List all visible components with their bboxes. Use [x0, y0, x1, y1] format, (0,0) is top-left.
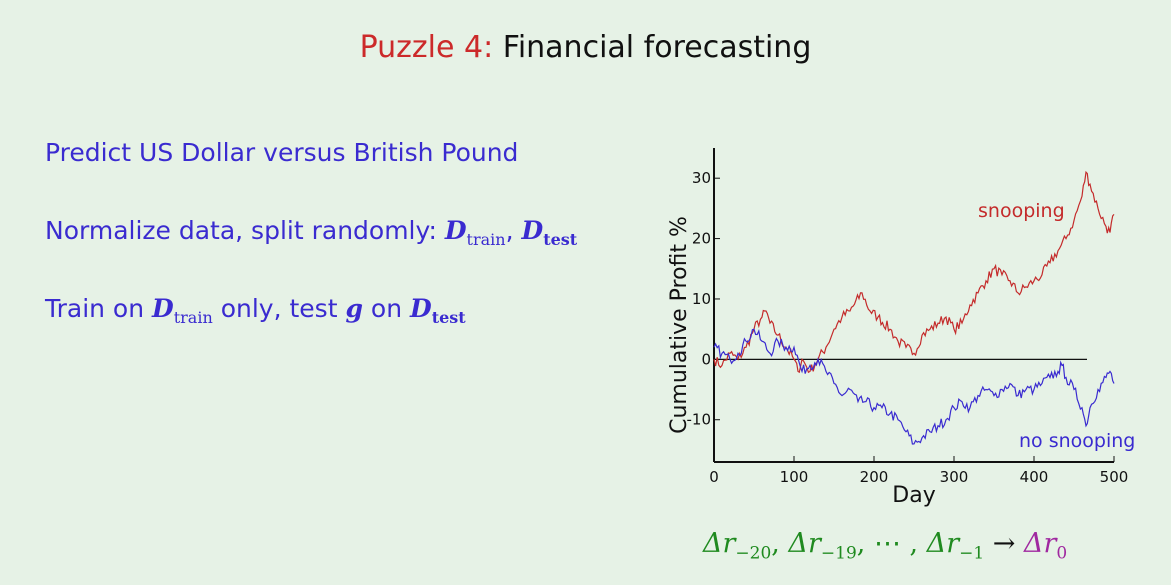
x-tick-label: 200 [860, 468, 889, 486]
slide-title: Puzzle 4: Financial forecasting [0, 30, 1171, 65]
d-symbol: D [410, 294, 432, 323]
x-tick-label: 0 [709, 468, 719, 486]
formula-term: Δr−20 [703, 528, 771, 563]
formula: Δr−20, Δr−19, ⋯ , Δr−1 → Δr0 [703, 528, 1067, 563]
plot-area: 0 100 200 300 400 500 -10 0 10 20 30 Day Cumulative … [667, 148, 1135, 508]
series-label-no-snooping: no snooping [1019, 430, 1135, 452]
delta-r: Δr [788, 528, 821, 559]
comma: , [505, 216, 514, 245]
bullet-predict: Predict US Dollar versus British Pound [45, 138, 519, 167]
subscript-19: −19 [820, 543, 857, 564]
bullet-train: Train on Dtrain only, test g on Dtest [45, 294, 466, 327]
formula-comma: , [771, 528, 780, 559]
delta-r: Δr [1024, 528, 1057, 559]
series-line-no-snooping [713, 328, 1115, 445]
sub-test: test [543, 230, 578, 249]
only-test-text: only, test [220, 294, 338, 323]
formula-term: Δr−19 [788, 528, 856, 563]
x-tick-label: 300 [940, 468, 969, 486]
y-tick-label: 30 [692, 169, 711, 187]
subscript-20: −20 [735, 543, 772, 564]
sub-test: test [431, 308, 466, 327]
bullet-normalize: Normalize data, split randomly: Dtrain, … [45, 216, 577, 249]
formula-dots: , ⋯ , [856, 528, 919, 559]
x-axis-label: Day [892, 483, 935, 508]
d-symbol: D [444, 216, 467, 245]
title-lead: Puzzle 4: [359, 30, 494, 65]
y-tick-label: 0 [701, 350, 711, 368]
x-tick-label: 100 [780, 468, 809, 486]
series-label-snooping: snooping [978, 200, 1065, 222]
profit-chart: 0 100 200 300 400 500 -10 0 10 20 30 Day Cumulative … [667, 148, 1135, 508]
formula-target: Δr0 [1024, 528, 1067, 563]
subscript-0: 0 [1056, 543, 1068, 564]
d-symbol: D [152, 294, 174, 323]
train-on-text: Train on [45, 294, 145, 323]
title-text: Financial forecasting [502, 30, 812, 65]
x-tick-label: 400 [1020, 468, 1049, 486]
normalize-text: Normalize data, split randomly: [45, 216, 437, 245]
y-tick-label: -10 [687, 411, 712, 429]
y-tick-label: 20 [692, 230, 711, 248]
sub-train: train [173, 308, 213, 327]
series-line-snooping [713, 170, 1115, 374]
arrow-icon: → [992, 528, 1016, 559]
g-symbol: g [345, 294, 363, 323]
d-symbol: D [521, 216, 544, 245]
x-tick-label: 500 [1100, 468, 1129, 486]
delta-r: Δr [703, 528, 736, 559]
y-tick-label: 10 [692, 290, 711, 308]
on-text: on [370, 294, 403, 323]
y-axis-label: Cumulative Profit % [667, 216, 692, 434]
formula-term: Δr−1 [926, 528, 984, 563]
subscript-1: −1 [959, 543, 985, 564]
sub-train: train [466, 230, 506, 249]
delta-r: Δr [926, 528, 960, 559]
